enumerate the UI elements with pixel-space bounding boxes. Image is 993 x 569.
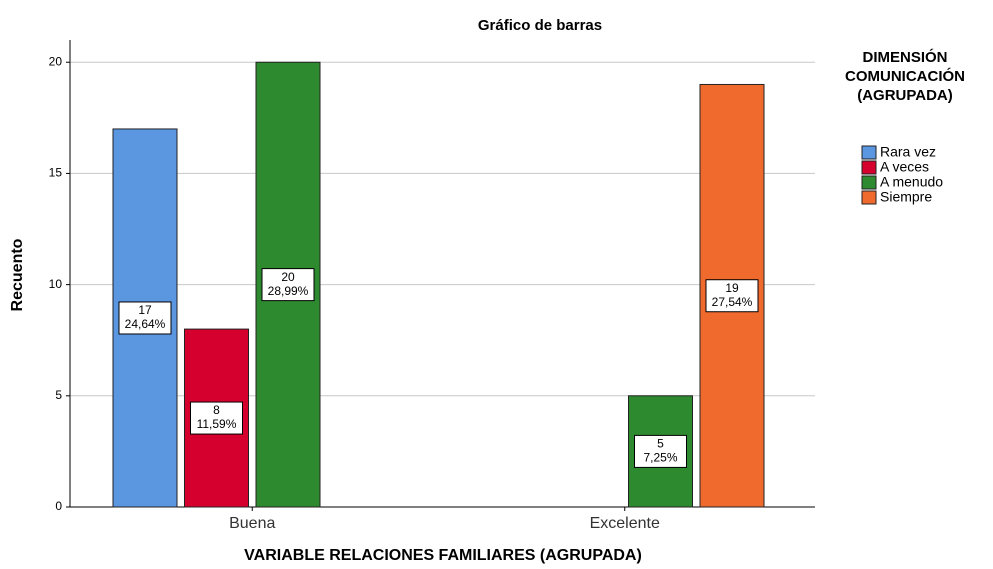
legend-label: Rara vez bbox=[880, 144, 936, 160]
chart-title: Gráfico de barras bbox=[478, 17, 602, 34]
data-label-box bbox=[190, 401, 243, 435]
data-label: 27,54% bbox=[712, 295, 753, 309]
x-tick-label: Buena bbox=[229, 515, 275, 532]
data-label: 5 bbox=[657, 437, 664, 451]
y-tick-label: 10 bbox=[49, 277, 63, 291]
data-label: 17 bbox=[138, 303, 152, 317]
legend-title: COMUNICACIÓN bbox=[845, 67, 965, 85]
y-axis-title: Recuento bbox=[9, 238, 26, 311]
legend-swatch bbox=[861, 145, 877, 160]
data-label: 11,59% bbox=[197, 417, 237, 431]
data-label: 28,99% bbox=[268, 284, 309, 298]
legend-label: Siempre bbox=[880, 189, 932, 205]
data-label: 7,25% bbox=[643, 451, 677, 465]
legend-label: A menudo bbox=[880, 174, 943, 190]
data-label: 20 bbox=[281, 270, 295, 284]
legend-label: A veces bbox=[880, 159, 929, 175]
legend-title: DIMENSIÓN bbox=[862, 48, 947, 66]
data-label: 19 bbox=[725, 281, 739, 295]
data-label-box bbox=[118, 301, 172, 335]
y-tick-label: 20 bbox=[49, 54, 63, 68]
data-label-box bbox=[705, 279, 759, 313]
legend-swatch bbox=[861, 160, 877, 175]
data-label-box bbox=[261, 268, 315, 302]
y-tick-label: 15 bbox=[49, 166, 63, 180]
x-tick-label: Excelente bbox=[590, 515, 660, 532]
x-axis-title: VARIABLE RELACIONES FAMILIARES (AGRUPADA… bbox=[244, 547, 642, 564]
legend-title: (AGRUPADA) bbox=[857, 87, 953, 104]
data-label-box bbox=[634, 434, 687, 468]
y-tick-label: 5 bbox=[55, 388, 62, 402]
data-label: 8 bbox=[213, 403, 220, 417]
y-tick-label: 0 bbox=[55, 499, 62, 513]
data-label: 24,64% bbox=[125, 317, 166, 331]
legend-swatch bbox=[861, 175, 877, 190]
legend-swatch bbox=[861, 190, 877, 205]
